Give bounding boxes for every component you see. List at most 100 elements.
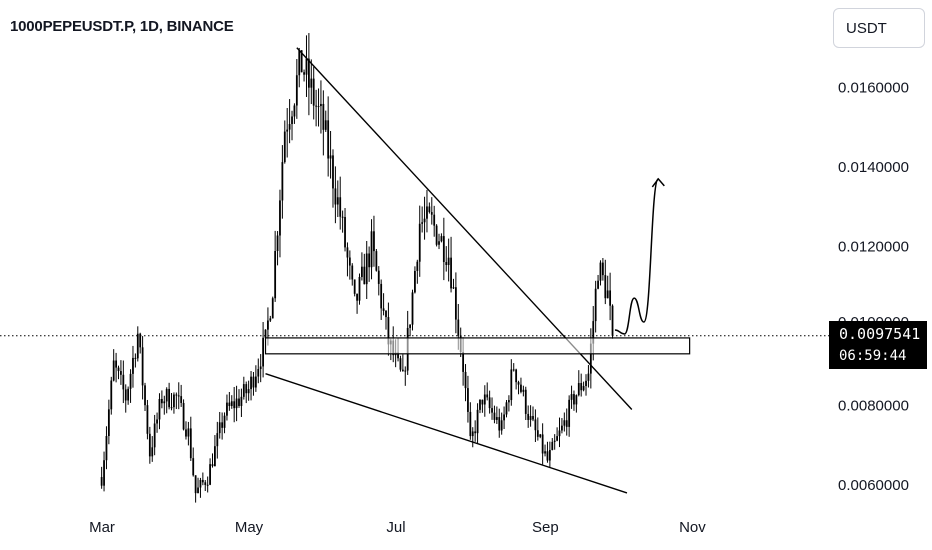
candle-body: [259, 366, 262, 370]
candle-body: [488, 397, 491, 409]
candle-body: [240, 396, 243, 406]
candle-body: [522, 389, 525, 392]
candle-body: [594, 288, 597, 322]
candle-body: [353, 279, 356, 294]
candle-body: [230, 401, 233, 407]
x-tick-label: Sep: [532, 519, 559, 536]
candle-body: [447, 257, 450, 266]
candle-body: [541, 434, 544, 454]
candle-body: [503, 414, 505, 421]
candle-body: [105, 436, 108, 461]
candle-body: [245, 384, 248, 394]
candle-body: [124, 389, 127, 401]
candle-body: [170, 407, 173, 409]
projection-path: [614, 178, 660, 335]
candle-body: [363, 266, 366, 285]
candle-body: [442, 236, 445, 263]
candle-body: [411, 292, 414, 325]
candle-body: [187, 428, 190, 437]
candle-body: [257, 369, 260, 377]
candle-body: [570, 394, 573, 400]
candle-body: [298, 50, 301, 76]
candle-body: [305, 58, 308, 75]
candle-body: [577, 383, 580, 396]
candle-body: [452, 287, 455, 289]
candle-body: [377, 270, 380, 284]
candle-body: [558, 430, 561, 437]
candle-body: [474, 431, 477, 434]
x-tick-label: Jul: [386, 519, 405, 536]
candle-body: [505, 402, 508, 415]
candle-body: [218, 422, 221, 434]
candle-body: [279, 200, 281, 236]
candle-body: [312, 78, 315, 106]
candle-body: [291, 116, 293, 125]
drawings-layer: [0, 47, 829, 494]
candle-body: [553, 440, 556, 442]
candle-body: [134, 357, 137, 359]
candle-body: [146, 405, 149, 434]
candle-body: [264, 329, 267, 338]
candle-body: [575, 395, 578, 405]
candle-body: [267, 320, 269, 330]
candle-body: [397, 352, 399, 359]
candle-body: [211, 464, 214, 467]
candle-body: [103, 460, 105, 486]
candle-body: [469, 411, 472, 437]
candle-body: [385, 310, 387, 318]
candle-body: [310, 78, 313, 88]
candle-body: [479, 399, 481, 410]
candle-body: [568, 399, 571, 427]
candle-body: [175, 394, 178, 396]
candle-body: [508, 400, 510, 403]
candle-body: [548, 450, 551, 461]
candle-body: [351, 265, 354, 280]
y-tick-label: 0.0120000: [838, 239, 909, 256]
candle-body: [332, 155, 334, 189]
candle-body: [401, 369, 404, 371]
candle-body: [486, 394, 489, 398]
candle-body: [226, 402, 228, 416]
candle-body: [433, 214, 436, 226]
candle-body: [209, 464, 211, 485]
candle-body: [435, 225, 438, 245]
candle-body: [315, 105, 318, 107]
candle-body: [163, 401, 166, 404]
candle-body: [404, 370, 407, 372]
candle-body: [295, 75, 298, 106]
candle-body: [592, 321, 595, 344]
candle-body: [483, 394, 486, 405]
y-tick-label: 0.0140000: [838, 159, 909, 176]
candle-body: [339, 197, 342, 217]
candle-body: [223, 415, 226, 428]
candle-body: [423, 218, 426, 223]
candle-body: [254, 376, 257, 388]
wedge-upper-trendline: [296, 47, 633, 410]
candle-body: [348, 257, 351, 266]
candle-body: [346, 247, 349, 258]
candle-body: [556, 436, 558, 441]
candle-body: [532, 416, 534, 420]
candle-body: [329, 155, 332, 159]
candle-body: [281, 162, 284, 201]
candle-body: [399, 358, 402, 370]
candle-body: [288, 124, 291, 130]
currency-label: USDT: [846, 20, 887, 37]
candle-body: [368, 253, 371, 268]
candle-body: [454, 287, 457, 320]
candle-body: [185, 429, 187, 437]
candle-body: [153, 423, 156, 448]
candle-body: [491, 408, 493, 413]
candle-body: [414, 270, 416, 293]
candle-body: [206, 484, 209, 486]
candle-body: [457, 319, 460, 336]
candle-body: [262, 337, 264, 367]
currency-button[interactable]: USDT: [833, 8, 925, 48]
candle-body: [361, 266, 363, 277]
candle-body: [238, 398, 240, 406]
candle-body: [192, 458, 195, 476]
candle-body: [382, 308, 385, 311]
candle-body: [498, 417, 501, 431]
candle-body: [141, 347, 144, 386]
